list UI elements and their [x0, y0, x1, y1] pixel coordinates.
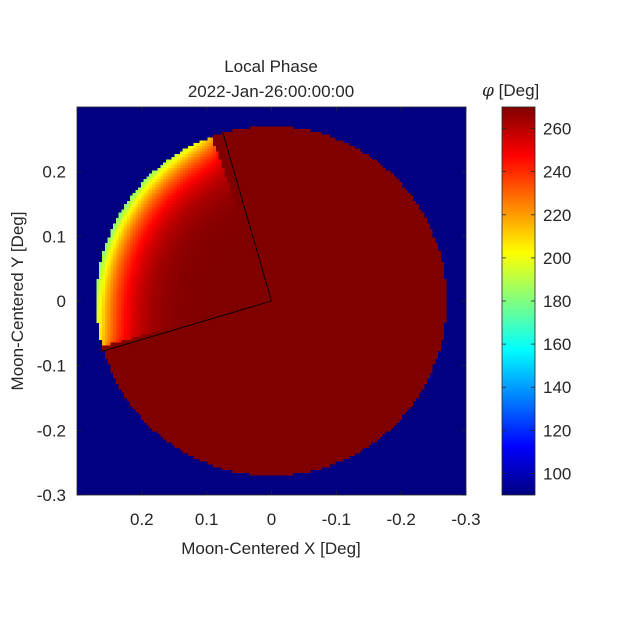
heatmap-plot [76, 106, 467, 496]
x-axis-label: Moon-Centered X [Deg] [181, 539, 361, 558]
colorbar-tick-label: 140 [543, 378, 571, 397]
colorbar-label: φ [Deg] [482, 81, 539, 101]
x-tick-label: -0.3 [451, 510, 480, 529]
colorbar-tick-label: 100 [543, 464, 571, 483]
x-tick-label: -0.1 [322, 510, 351, 529]
colorbar-tick-label: 240 [543, 163, 571, 182]
colorbar-tick-label: 200 [543, 249, 571, 268]
colorbar-tick-label: 120 [543, 421, 571, 440]
y-tick-label: -0.1 [37, 357, 66, 376]
y-tick-label: 0.2 [42, 163, 66, 182]
x-axis-ticks: 0.2 0.1 0 -0.1 -0.2 -0.3 [130, 107, 481, 529]
y-axis-label: Moon-Centered Y [Deg] [8, 212, 27, 391]
colorbar-label-unit: [Deg] [494, 81, 539, 100]
chart-title: Local Phase 2022-Jan-26:00:00:00 [188, 57, 354, 101]
chart-title-line2: 2022-Jan-26:00:00:00 [188, 82, 354, 101]
colorbar-tick-label: 180 [543, 292, 571, 311]
colorbar-tick-label: 260 [543, 120, 571, 139]
chart-title-line1: Local Phase [224, 57, 318, 76]
colorbar-gradient [502, 107, 535, 495]
wedge-edge-line-lower [101, 300, 272, 352]
colorbar: 100 120 140 160 180 200 220 240 260 φ [Deg] [482, 81, 571, 496]
x-tick-label: 0 [267, 510, 276, 529]
x-tick-label: 0.2 [130, 510, 154, 529]
colorbar-label-symbol: φ [482, 81, 494, 101]
y-tick-label: -0.3 [37, 486, 66, 505]
y-tick-label: 0.1 [42, 227, 66, 246]
wedge-edge-line-upper [222, 132, 272, 302]
colorbar-tick-label: 220 [543, 206, 571, 225]
x-tick-label: 0.1 [195, 510, 219, 529]
y-axis-ticks: 0.2 0.1 0 -0.1 -0.2 -0.3 [37, 163, 466, 505]
x-tick-label: -0.2 [387, 510, 416, 529]
colorbar-ticks: 100 120 140 160 180 200 220 240 260 [502, 120, 571, 483]
y-tick-label: 0 [57, 292, 66, 311]
colorbar-tick-label: 160 [543, 335, 571, 354]
y-tick-label: -0.2 [37, 421, 66, 440]
